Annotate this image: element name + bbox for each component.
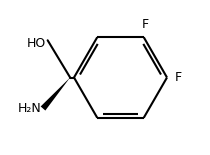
Text: H₂N: H₂N [18,102,41,115]
Text: F: F [175,71,182,84]
Polygon shape [41,78,70,111]
Text: F: F [142,18,149,31]
Text: HO: HO [27,37,46,50]
